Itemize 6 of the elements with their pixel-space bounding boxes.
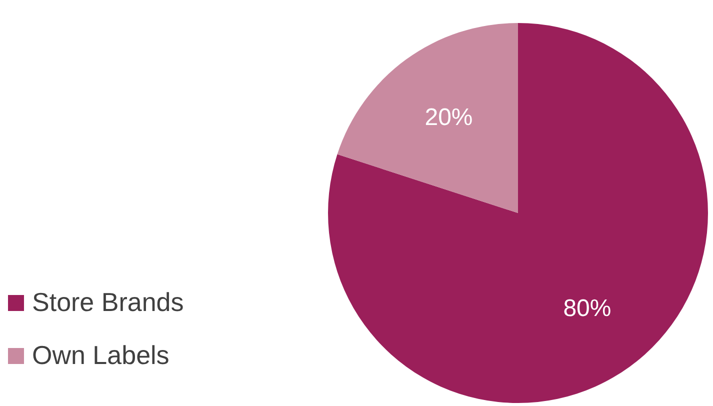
legend-label: Store Brands	[32, 287, 184, 318]
legend-label: Own Labels	[32, 340, 170, 371]
pie-slice	[328, 23, 708, 403]
pie-slice	[337, 23, 518, 213]
data-label: 80%	[563, 294, 612, 322]
data-label: 20%	[424, 104, 473, 132]
